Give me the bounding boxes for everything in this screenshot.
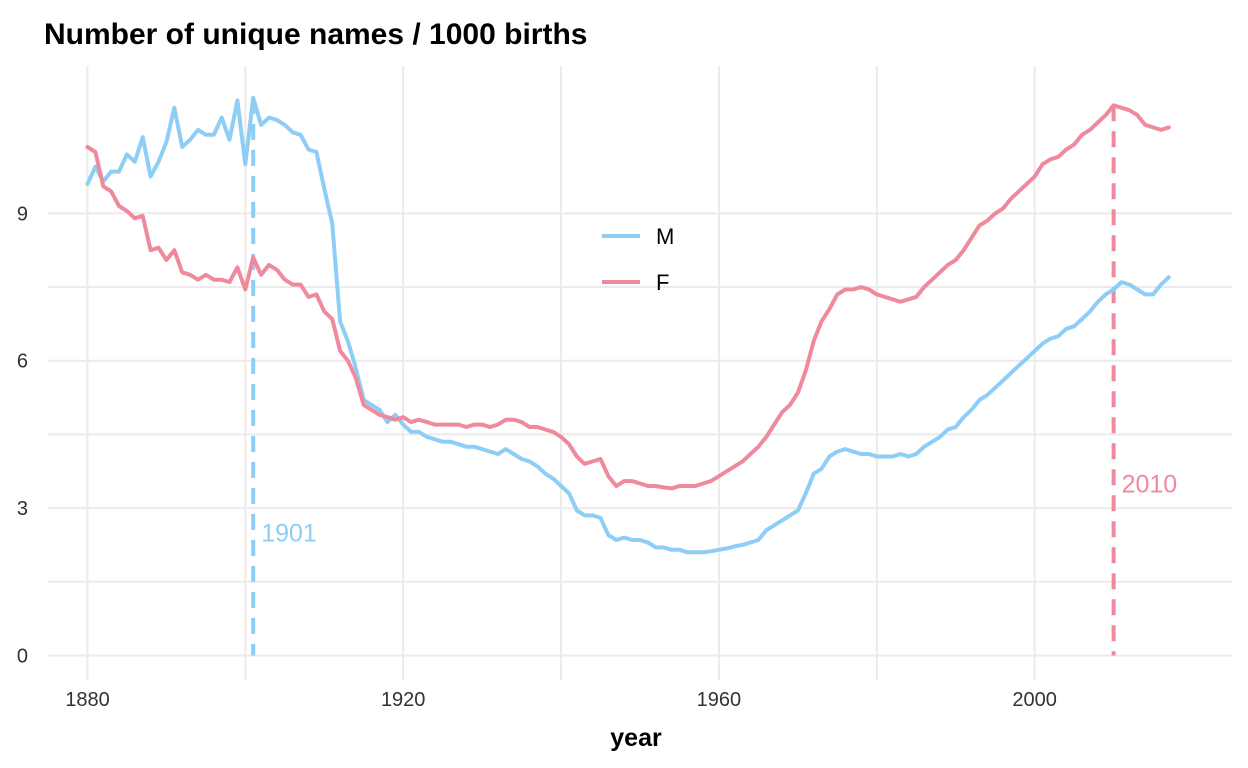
y-tick-label: 0 [17,645,28,667]
annotation-label-2010: 2010 [1122,471,1178,499]
y-tick-label: 9 [17,203,28,225]
x-tick-label: 1880 [65,689,110,711]
legend-label-F: F [656,270,669,295]
annotation-labels: 1901 2010 [261,471,1177,548]
y-tick-label: 6 [17,351,28,373]
series-line-M [85,95,1171,555]
x-axis-label: year [610,724,662,752]
x-tick-label: 2000 [1012,689,1057,711]
series-lines [85,95,1171,555]
series-line-F [85,103,1171,491]
x-tick-label: 1920 [381,689,426,711]
legend-label-M: M [656,224,674,249]
y-tick-label: 3 [17,498,28,520]
legend: MF [602,224,674,295]
tick-labels: 1880 1920 1960 2000 0 3 6 9 [17,203,1057,711]
annotation-label-1901: 1901 [261,520,317,548]
annotation-lines [251,97,1116,656]
x-tick-label: 1960 [697,689,742,711]
chart-title: Number of unique names / 1000 births [44,18,587,51]
